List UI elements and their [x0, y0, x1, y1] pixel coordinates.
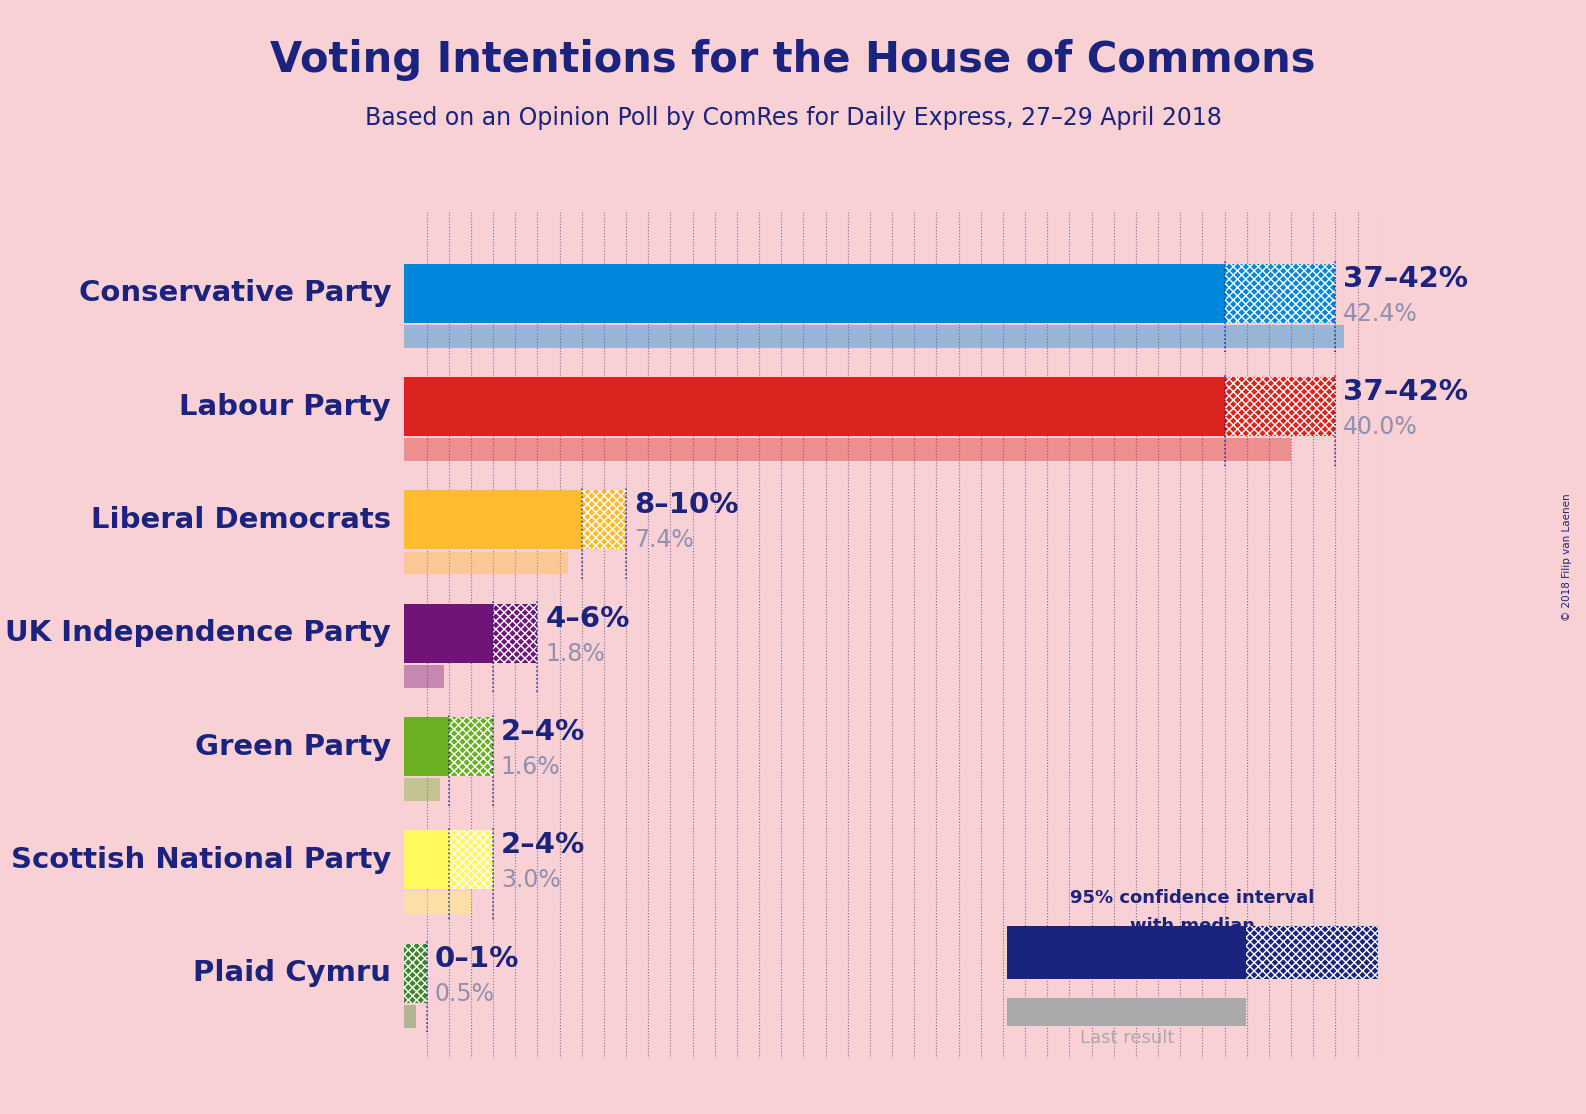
Bar	[1224, 264, 1335, 323]
Text: 7.4%: 7.4%	[634, 528, 693, 553]
Text: 3.0%: 3.0%	[501, 868, 560, 892]
Bar	[1247, 926, 1378, 979]
Bar	[404, 490, 582, 549]
Text: Liberal Democrats: Liberal Democrats	[90, 506, 392, 534]
Bar	[404, 717, 449, 776]
Text: Plaid Cymru: Plaid Cymru	[193, 959, 392, 987]
Text: Conservative Party: Conservative Party	[78, 280, 392, 307]
Bar	[1224, 378, 1335, 436]
Text: 2–4%: 2–4%	[501, 717, 585, 746]
Text: 37–42%: 37–42%	[1343, 264, 1469, 293]
Text: 4–6%: 4–6%	[546, 605, 630, 633]
Bar	[582, 490, 626, 549]
Text: 95% confidence interval: 95% confidence interval	[1071, 889, 1315, 907]
Text: © 2018 Filip van Laenen: © 2018 Filip van Laenen	[1562, 494, 1572, 620]
Bar	[493, 604, 538, 663]
Text: 0–1%: 0–1%	[435, 945, 519, 973]
Text: with median: with median	[1131, 918, 1255, 936]
Text: Based on an Opinion Poll by ComRes for Daily Express, 27–29 April 2018: Based on an Opinion Poll by ComRes for D…	[365, 106, 1221, 130]
Bar	[404, 891, 471, 915]
Text: Scottish National Party: Scottish National Party	[11, 846, 392, 874]
Bar	[404, 831, 449, 889]
Text: UK Independence Party: UK Independence Party	[5, 619, 392, 647]
Text: 1.6%: 1.6%	[501, 755, 560, 779]
Text: Last result: Last result	[1080, 1029, 1174, 1047]
Text: 8–10%: 8–10%	[634, 491, 739, 519]
Bar	[404, 1005, 416, 1028]
Bar	[404, 604, 493, 663]
Text: 40.0%: 40.0%	[1343, 416, 1418, 439]
Text: Labour Party: Labour Party	[179, 392, 392, 421]
Bar	[1007, 926, 1247, 979]
Text: 1.8%: 1.8%	[546, 642, 604, 666]
Text: 0.5%: 0.5%	[435, 981, 495, 1006]
Text: Voting Intentions for the House of Commons: Voting Intentions for the House of Commo…	[270, 39, 1316, 81]
Bar	[404, 944, 427, 1003]
Bar	[449, 831, 493, 889]
Text: Green Party: Green Party	[195, 733, 392, 761]
Text: 2–4%: 2–4%	[501, 831, 585, 859]
Bar	[404, 378, 1224, 436]
Bar	[404, 551, 568, 575]
Bar	[449, 717, 493, 776]
Text: 37–42%: 37–42%	[1343, 378, 1469, 405]
Bar	[404, 325, 1345, 348]
Bar	[404, 438, 1291, 461]
Bar	[404, 264, 1224, 323]
Bar	[404, 665, 444, 687]
Bar	[1007, 998, 1247, 1026]
Text: 42.4%: 42.4%	[1343, 302, 1418, 325]
Bar	[404, 779, 439, 801]
